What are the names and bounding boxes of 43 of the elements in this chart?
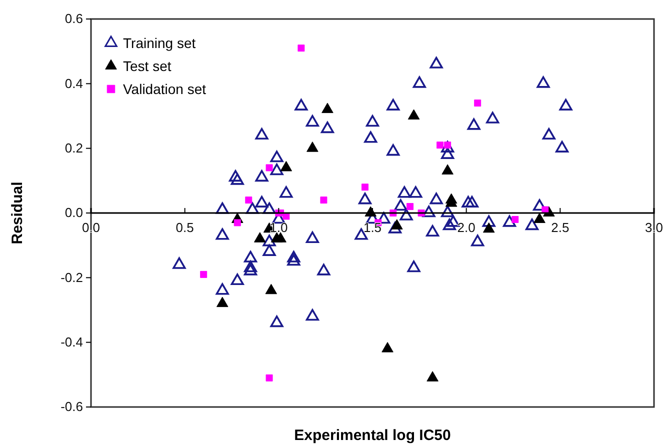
legend-label: Training set: [123, 35, 196, 51]
point: [320, 196, 328, 204]
point: [298, 44, 305, 52]
point: [406, 203, 414, 210]
point: [474, 100, 482, 107]
point: [436, 142, 444, 149]
point: [322, 102, 334, 114]
x-tick-label: 1.5: [363, 220, 382, 236]
point: [391, 219, 403, 230]
x-axis-title: Experimental log IC50: [294, 427, 451, 444]
point: [408, 109, 420, 120]
y-tick-label: 0.6: [64, 11, 83, 26]
point: [274, 232, 286, 242]
y-axis-title: Residual: [9, 182, 26, 244]
y-tick-label: -0.2: [60, 270, 83, 285]
point: [254, 232, 266, 242]
y-tick-label: 0.4: [64, 76, 83, 91]
point: [234, 219, 241, 226]
point: [382, 342, 394, 352]
point: [266, 374, 273, 382]
point: [306, 142, 318, 152]
x-tick-label: 2.0: [457, 220, 476, 236]
y-tick-label: 0.2: [64, 140, 83, 156]
point: [512, 216, 519, 223]
point: [200, 270, 208, 278]
point: [216, 296, 228, 308]
y-tick-label: -0.4: [60, 334, 83, 350]
point: [280, 160, 292, 172]
point: [426, 371, 438, 382]
point: [445, 193, 458, 204]
point: [482, 222, 495, 233]
point: [442, 164, 454, 174]
legend-label: Validation set: [123, 81, 206, 97]
y-tick-label: -0.6: [60, 399, 83, 414]
point: [265, 284, 278, 294]
legend-label: Test set: [123, 58, 172, 74]
point: [534, 212, 546, 223]
point: [266, 164, 273, 172]
y-tick-label: 0.0: [64, 205, 83, 220]
point: [362, 184, 368, 191]
x-tick-label: 2.5: [551, 220, 570, 236]
x-tick-label: 0.5: [176, 220, 194, 236]
point: [245, 196, 252, 204]
